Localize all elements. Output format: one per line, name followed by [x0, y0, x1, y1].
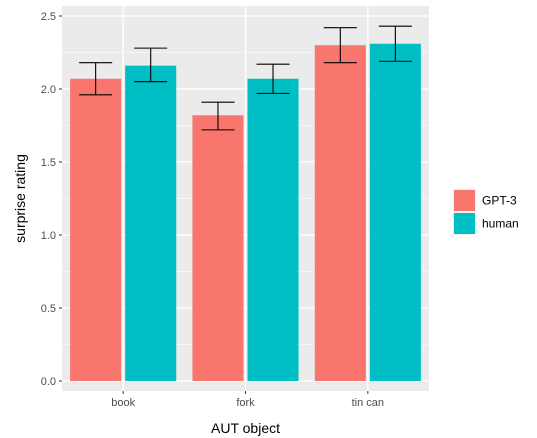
error-bar-human-fork	[256, 63, 290, 94]
y-tick-label: 0.5	[41, 303, 56, 315]
y-tick-label: 0.0	[41, 376, 56, 388]
x-tick-label: fork	[236, 397, 255, 409]
y-tick-label: 1.5	[41, 157, 56, 169]
x-tick-label: book	[111, 397, 135, 409]
grid-major	[62, 6, 429, 391]
bars	[70, 43, 421, 382]
error-bar-human-book	[134, 47, 168, 83]
y-tick-label: 2.5	[41, 11, 56, 23]
error-bars	[79, 25, 412, 131]
bar-human-fork	[247, 78, 299, 381]
legend: GPT-3 human	[453, 189, 519, 235]
x-tick-label: tin can	[352, 397, 384, 409]
bar-human-book	[125, 65, 177, 381]
y-tick-label: 1.0	[41, 230, 56, 242]
x-axis-title: AUT object	[211, 420, 280, 436]
y-axis: 0.0 0.5 1.0 1.5 2.0 2.5	[41, 11, 62, 388]
legend-swatch-human	[454, 213, 475, 234]
error-bar-gpt-3-book	[79, 62, 113, 96]
legend-swatch-gpt-3	[454, 190, 475, 211]
error-bar-gpt-3-fork	[201, 101, 235, 131]
bar-gpt-3-fork	[192, 115, 244, 381]
error-bar-gpt-3-tin-can	[323, 27, 357, 64]
legend-label-gpt-3: GPT-3	[482, 194, 517, 208]
bar-gpt-3-tin-can	[314, 45, 366, 381]
y-axis-title: surprise rating	[12, 154, 28, 243]
x-axis: book fork tin can	[111, 391, 384, 409]
error-bar-human-tin-can	[378, 25, 412, 62]
legend-label-human: human	[482, 217, 519, 231]
bar-human-tin-can	[369, 43, 421, 382]
y-tick-label: 2.0	[41, 84, 56, 96]
bar-gpt-3-book	[70, 78, 122, 381]
